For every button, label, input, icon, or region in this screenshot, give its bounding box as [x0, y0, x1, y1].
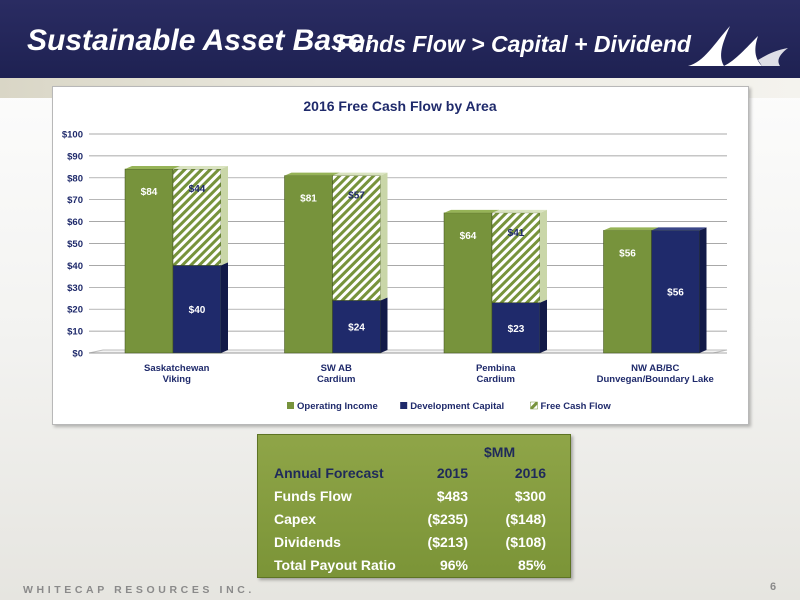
table-row-value-2015: ($235) — [427, 511, 468, 527]
data-label: $56 — [619, 248, 636, 259]
table-row-value-2016: 85% — [517, 557, 546, 573]
y-tick-label: $30 — [67, 283, 83, 294]
data-label: $41 — [508, 228, 525, 239]
category-label: Cardium — [476, 374, 515, 385]
data-label: $24 — [348, 323, 365, 334]
bar-development-capital-side — [540, 299, 547, 353]
bar-development-capital-face — [332, 300, 381, 354]
data-label: $57 — [348, 191, 365, 202]
data-label: $84 — [141, 187, 158, 198]
whitecap-wave-logo-icon — [688, 26, 788, 66]
page-number: 6 — [770, 581, 777, 593]
bar-operating-income-face — [443, 212, 493, 354]
y-tick-label: $0 — [72, 349, 83, 360]
y-tick-label: $50 — [67, 239, 83, 250]
bar-development-capital-side — [699, 227, 707, 353]
bar-development-capital-top — [651, 227, 707, 231]
table-row-value-2016: $300 — [514, 488, 546, 504]
category-label: Cardium — [317, 374, 356, 385]
legend-swatch-free-cash-flow — [530, 401, 538, 410]
table-row-label: Total Payout Ratio — [274, 557, 396, 573]
table-row-value-2016: ($108) — [505, 534, 546, 550]
bar-operating-income-face — [124, 168, 174, 354]
legend-swatch-development-capital — [400, 402, 408, 409]
free-cash-flow-chart: 2016 Free Cash Flow by Area $0 $10 $20 $30 $… — [62, 98, 728, 412]
y-tick-label: $70 — [67, 195, 83, 206]
bar-development-capital — [332, 297, 388, 354]
category-label: NW AB/BC — [631, 363, 679, 374]
data-label: $44 — [189, 184, 206, 195]
bar-free-cash-flow-side — [380, 172, 388, 301]
category-label: Saskatchewan — [144, 363, 210, 374]
category-label: Dunvegan/Boundary Lake — [597, 374, 714, 385]
chart-panel: 2016 Free Cash Flow by Area $0 $10 $20 $30 $… — [52, 86, 749, 425]
legend-swatch-operating-income — [287, 402, 294, 409]
y-tick-label: $100 — [62, 130, 83, 141]
table-year-2015: 2015 — [436, 465, 468, 481]
chart-title: 2016 Free Cash Flow by Area — [303, 98, 496, 114]
table-row-label: Funds Flow — [274, 488, 352, 504]
footer-company-name: WHITECAP RESOURCES INC. — [23, 584, 255, 596]
y-tick-label: $80 — [67, 173, 83, 184]
bar-free-cash-flow — [491, 209, 547, 303]
table-row-value-2015: 96% — [439, 557, 468, 573]
y-tick-label: $60 — [67, 217, 83, 228]
bar-free-cash-flow-side — [221, 166, 228, 266]
data-label: $64 — [460, 231, 477, 242]
data-label: $81 — [300, 194, 317, 205]
bar-free-cash-flow — [172, 166, 228, 266]
bar-operating-income — [603, 227, 659, 354]
bar-development-capital-side — [221, 262, 228, 353]
bar-development-capital — [651, 227, 707, 354]
data-label: $56 — [667, 288, 684, 299]
bar-free-cash-flow — [332, 172, 388, 301]
category-label: SW AB — [321, 363, 352, 374]
data-label: $23 — [508, 324, 525, 335]
category-label: Pembina — [476, 363, 516, 374]
bar-development-capital-face — [651, 230, 700, 354]
y-tick-label: $90 — [67, 151, 83, 162]
bar-development-capital-side — [380, 297, 388, 353]
page-title: Sustainable Asset Base: — [27, 24, 375, 57]
page-subtitle: Funds Flow > Capital + Dividend — [337, 31, 691, 57]
header-bar: Sustainable Asset Base: Funds Flow > Cap… — [0, 0, 800, 78]
bar-operating-income-top — [284, 172, 340, 176]
data-label: $40 — [189, 305, 206, 316]
bar-development-capital-face — [491, 302, 541, 354]
bar-free-cash-flow-top — [332, 172, 388, 176]
bar-free-cash-flow-top — [173, 166, 228, 170]
bar-development-capital-face — [172, 265, 222, 354]
y-tick-label: $20 — [67, 305, 83, 316]
table-row-value-2015: $483 — [436, 488, 468, 504]
y-tick-label: $10 — [67, 327, 83, 338]
y-tick-label: $40 — [67, 261, 83, 272]
table-row-label: Capex — [274, 511, 317, 527]
table-row-value-2016: ($148) — [505, 511, 546, 527]
bar-operating-income-face — [603, 230, 652, 354]
table-group-header: $MM — [484, 444, 516, 460]
table-row-value-2015: ($213) — [427, 534, 468, 550]
forecast-table: $MM Annual Forecast 2015 2016 Funds Flow… — [257, 434, 571, 578]
bar-free-cash-flow-face — [172, 168, 222, 266]
legend-label: Development Capital — [410, 401, 504, 412]
category-label: Viking — [163, 374, 192, 385]
bar-free-cash-flow-face — [491, 212, 541, 303]
bar-free-cash-flow-top — [492, 209, 547, 213]
bar-operating-income-top — [444, 209, 499, 213]
bar-operating-income-top — [603, 227, 659, 231]
bar-free-cash-flow-side — [540, 209, 547, 303]
table-row-label: Dividends — [274, 534, 341, 550]
legend-label: Operating Income — [297, 401, 378, 412]
bar-operating-income-top — [125, 166, 180, 170]
table-col-label: Annual Forecast — [274, 465, 384, 481]
bar-free-cash-flow-face — [332, 175, 381, 301]
legend-label: Free Cash Flow — [541, 401, 612, 412]
table-year-2016: 2016 — [514, 465, 546, 481]
